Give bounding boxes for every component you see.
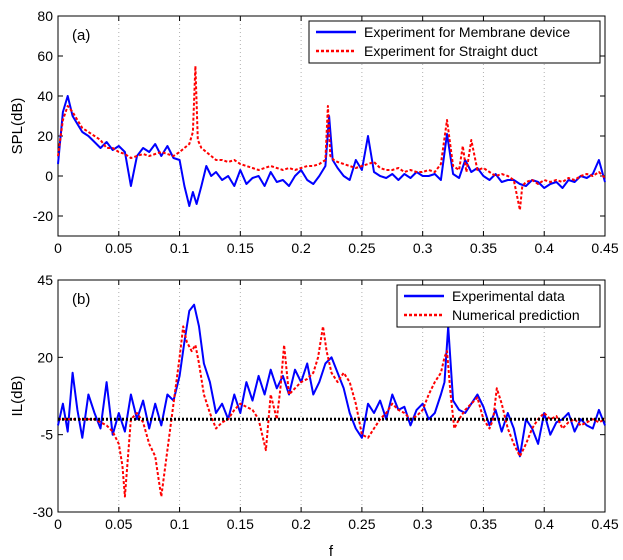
legend-label-numerical: Numerical prediction [452, 307, 580, 323]
x-tick-label: 0.35 [470, 516, 497, 532]
legend-label-experimental: Experimental data [452, 288, 565, 304]
series-line-blue [57, 303, 606, 458]
panel-a-tag: (a) [72, 27, 90, 44]
x-tick-label: 0.35 [470, 240, 497, 256]
panel-b-tag: (b) [72, 291, 90, 308]
y-tick-label: 80 [37, 8, 53, 24]
panel-a-legend-box [308, 20, 601, 64]
legend-label-straight-duct: Experiment for Straight duct [364, 43, 538, 59]
panel-a: 0 0.05 0.1 0.15 0.2 0.25 0.3 0.35 0.4 0.45 -20020… [9, 8, 619, 256]
y-tick-label: 0 [45, 168, 53, 184]
y-tick-label: -5 [41, 427, 54, 443]
x-tick-label: 0.05 [105, 516, 132, 532]
series-line-blue [57, 95, 606, 207]
x-tick-label: 0.4 [534, 516, 554, 532]
panel-b: 0 0.05 0.1 0.15 0.2 0.25 0.3 0.35 0.4 0.45 -30 -5 2… [9, 272, 619, 560]
panel-a-y-ticks: -20 0 20 40 60 80 [33, 8, 605, 224]
panel-b-legend-box [396, 284, 601, 328]
y-tick-label: 45 [37, 272, 53, 288]
x-tick-label: 0.15 [227, 516, 254, 532]
x-tick-label: 0.3 [413, 240, 433, 256]
x-tick-label: 0.25 [348, 240, 375, 256]
x-tick-label: 0.2 [291, 240, 311, 256]
y-tick-label: 20 [37, 128, 53, 144]
y-tick-label: 40 [37, 88, 53, 104]
panel-a-series [57, 65, 606, 211]
panel-b-y-axis-label: IL(dB) [9, 376, 26, 417]
x-tick-label: 0.4 [534, 240, 554, 256]
x-tick-label: 0.1 [170, 516, 190, 532]
series-line-red [58, 325, 606, 498]
series-line-red [57, 65, 606, 211]
legend-label-membrane: Experiment for Membrane device [364, 24, 570, 40]
panel-b-x-axis-label: f [329, 543, 334, 560]
y-tick-label: -20 [33, 208, 53, 224]
x-tick-label: 0.3 [413, 516, 433, 532]
panel-b-gridlines [118, 280, 545, 512]
panel-a-y-axis-label: SPL(dB) [9, 98, 26, 155]
panel-b-legend: Experimental data Numerical prediction [396, 284, 601, 328]
x-tick-label: 0 [54, 240, 62, 256]
panel-a-legend: Experiment for Membrane device Experimen… [308, 20, 601, 64]
x-tick-label: 0.25 [348, 516, 375, 532]
y-tick-label: -30 [33, 504, 53, 520]
y-tick-label: 20 [37, 349, 53, 365]
x-tick-label: 0.45 [591, 516, 618, 532]
panel-b-series [57, 303, 606, 498]
y-tick-label: 60 [37, 48, 53, 64]
x-tick-label: 0.05 [105, 240, 132, 256]
x-tick-label: 0.15 [227, 240, 254, 256]
panel-a-x-ticks: 0 0.05 0.1 0.15 0.2 0.25 0.3 0.35 0.4 0.45 [54, 16, 619, 256]
x-tick-label: 0.45 [591, 240, 618, 256]
x-tick-label: 0 [54, 516, 62, 532]
panel-b-x-ticks: 0 0.05 0.1 0.15 0.2 0.25 0.3 0.35 0.4 0.45 [54, 280, 619, 532]
x-tick-label: 0.1 [170, 240, 190, 256]
panel-b-y-ticks: -30 -5 20 45 [33, 272, 605, 520]
x-tick-label: 0.2 [291, 516, 311, 532]
